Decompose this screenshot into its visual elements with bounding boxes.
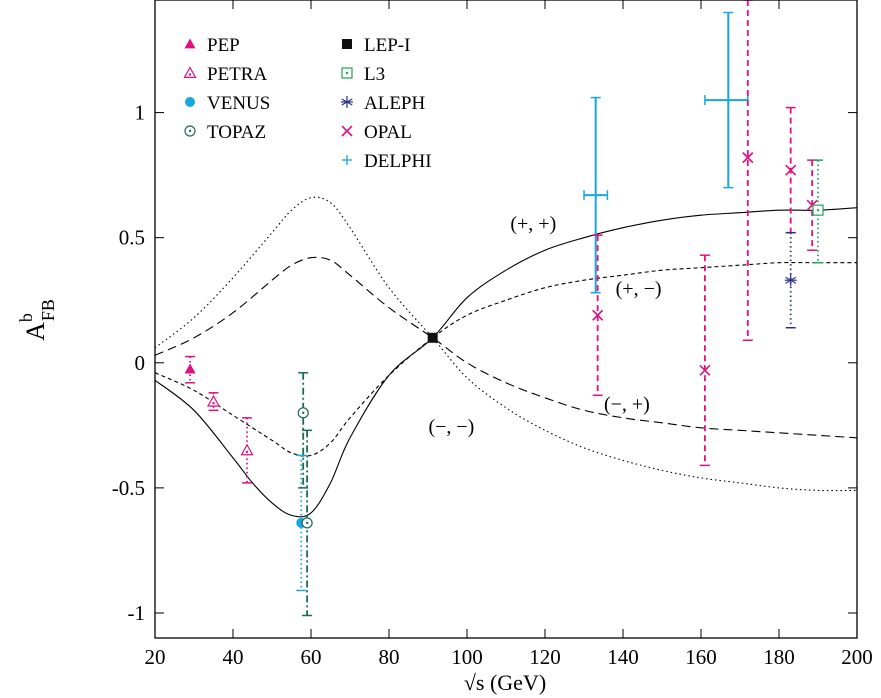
legend-label: PETRA (207, 64, 267, 85)
legend-label: ALEPH (364, 93, 426, 114)
y-axis-title-sub: FB (38, 299, 58, 321)
x-axis-title: √s (GeV) (464, 670, 546, 695)
legend-marker-venus (185, 97, 195, 107)
legend-marker-aleph (341, 96, 353, 108)
data-point-delphi-8 (704, 11, 749, 189)
legend-layer: PEP PETRA VENUS TOPAZ LEP-I L3 ALEPH OPAL DELPHI (183, 35, 432, 172)
marker-opal (699, 364, 711, 376)
marker-delphi (723, 95, 734, 106)
marker-petra (206, 394, 221, 407)
data-point-opal-11 (742, 0, 754, 342)
marker-opal (592, 309, 604, 321)
curve- (155, 256, 857, 439)
legend-marker-opal (341, 125, 353, 137)
x-tick-label: 160 (685, 645, 717, 669)
legend-entry-petra: PETRA (183, 64, 267, 85)
x-tick-label: 140 (607, 645, 639, 669)
legend-marker-topaz (184, 125, 196, 137)
curve-label-: (−, −) (428, 416, 474, 438)
legend-label: TOPAZ (207, 122, 266, 143)
data-point-pep-0 (184, 355, 196, 384)
legend-label: PEP (207, 35, 240, 56)
curve-label-: (+, −) (616, 278, 662, 300)
ticks-layer: 20 40 60 80 100 120 140 160 180 200 -1 -0.5 0 0.5 1 (112, 0, 873, 669)
data-point-petra-1 (206, 392, 221, 412)
curve-label-: (−, +) (604, 393, 650, 415)
legend-entry-pep: PEP (184, 35, 240, 56)
data-point-delphi-7 (583, 96, 609, 294)
marker-l3 (812, 204, 824, 216)
legend-label: OPAL (364, 122, 412, 143)
legend-marker-lep-i (342, 39, 352, 49)
curves-layer (155, 196, 857, 518)
y-tick-label: 0.5 (119, 226, 145, 250)
marker-topaz (297, 407, 309, 419)
data-point-topaz-4 (297, 372, 309, 489)
y-axis-title: Ab FB (16, 299, 58, 341)
legend-entry-delphi: DELPHI (342, 151, 432, 172)
legend-marker-l3 (341, 67, 353, 79)
marker-aleph (784, 274, 797, 287)
x-tick-label: 20 (145, 645, 166, 669)
marker-pep (184, 363, 196, 374)
y-tick-label: -0.5 (112, 476, 145, 500)
legend-marker-delphi (342, 155, 352, 165)
plot-frame (154, 0, 858, 639)
legend-entry-opal: OPAL (341, 122, 412, 143)
legend-marker-pep (184, 38, 196, 49)
x-tick-label: 200 (841, 645, 873, 669)
y-tick-label: 0 (135, 351, 146, 375)
points-layer (184, 0, 824, 617)
data-point-petra-2 (240, 417, 254, 484)
legend-entry-aleph: ALEPH (341, 93, 426, 114)
curve- (155, 261, 857, 457)
y-tick-label: 1 (135, 101, 146, 125)
legend-entry-lep-i: LEP-I (342, 35, 410, 56)
legend-label: DELPHI (364, 151, 432, 172)
curve-labels-layer: (+, +) (+, −) (−, +) (−, −) (428, 213, 661, 438)
legend-entry-venus: VENUS (185, 93, 270, 114)
legend-label: L3 (364, 64, 385, 85)
legend-entry-topaz: TOPAZ (184, 122, 266, 143)
x-tick-label: 80 (379, 645, 400, 669)
x-tick-label: 180 (763, 645, 795, 669)
legend-entry-l3: L3 (341, 64, 385, 85)
curve- (155, 196, 857, 492)
y-axis-title-main: A (21, 322, 50, 341)
legend-label: LEP-I (364, 35, 410, 56)
marker-opal (742, 152, 754, 164)
data-point-lep-i-6 (427, 332, 438, 343)
marker-delphi (590, 190, 601, 201)
marker-petra (240, 443, 254, 456)
data-point-aleph-14 (784, 231, 797, 329)
curve- (155, 207, 857, 518)
marker-opal (785, 164, 797, 176)
legend-label: VENUS (207, 93, 270, 114)
marker-lep-i (427, 332, 438, 343)
data-point-topaz-5 (301, 429, 313, 617)
data-point-opal-10 (699, 254, 711, 467)
x-tick-label: 120 (529, 645, 561, 669)
y-axis-title-sup: b (16, 313, 36, 322)
legend-marker-petra (183, 66, 197, 79)
marker-topaz (301, 517, 313, 529)
x-tick-label: 40 (223, 645, 244, 669)
x-tick-label: 100 (451, 645, 483, 669)
data-point-opal-9 (592, 234, 604, 397)
x-tick-label: 60 (301, 645, 322, 669)
curve-label-: (+, +) (510, 213, 556, 235)
y-tick-label: -1 (128, 601, 146, 625)
data-point-opal-12 (785, 106, 797, 234)
data-point-l3-15 (812, 159, 824, 264)
